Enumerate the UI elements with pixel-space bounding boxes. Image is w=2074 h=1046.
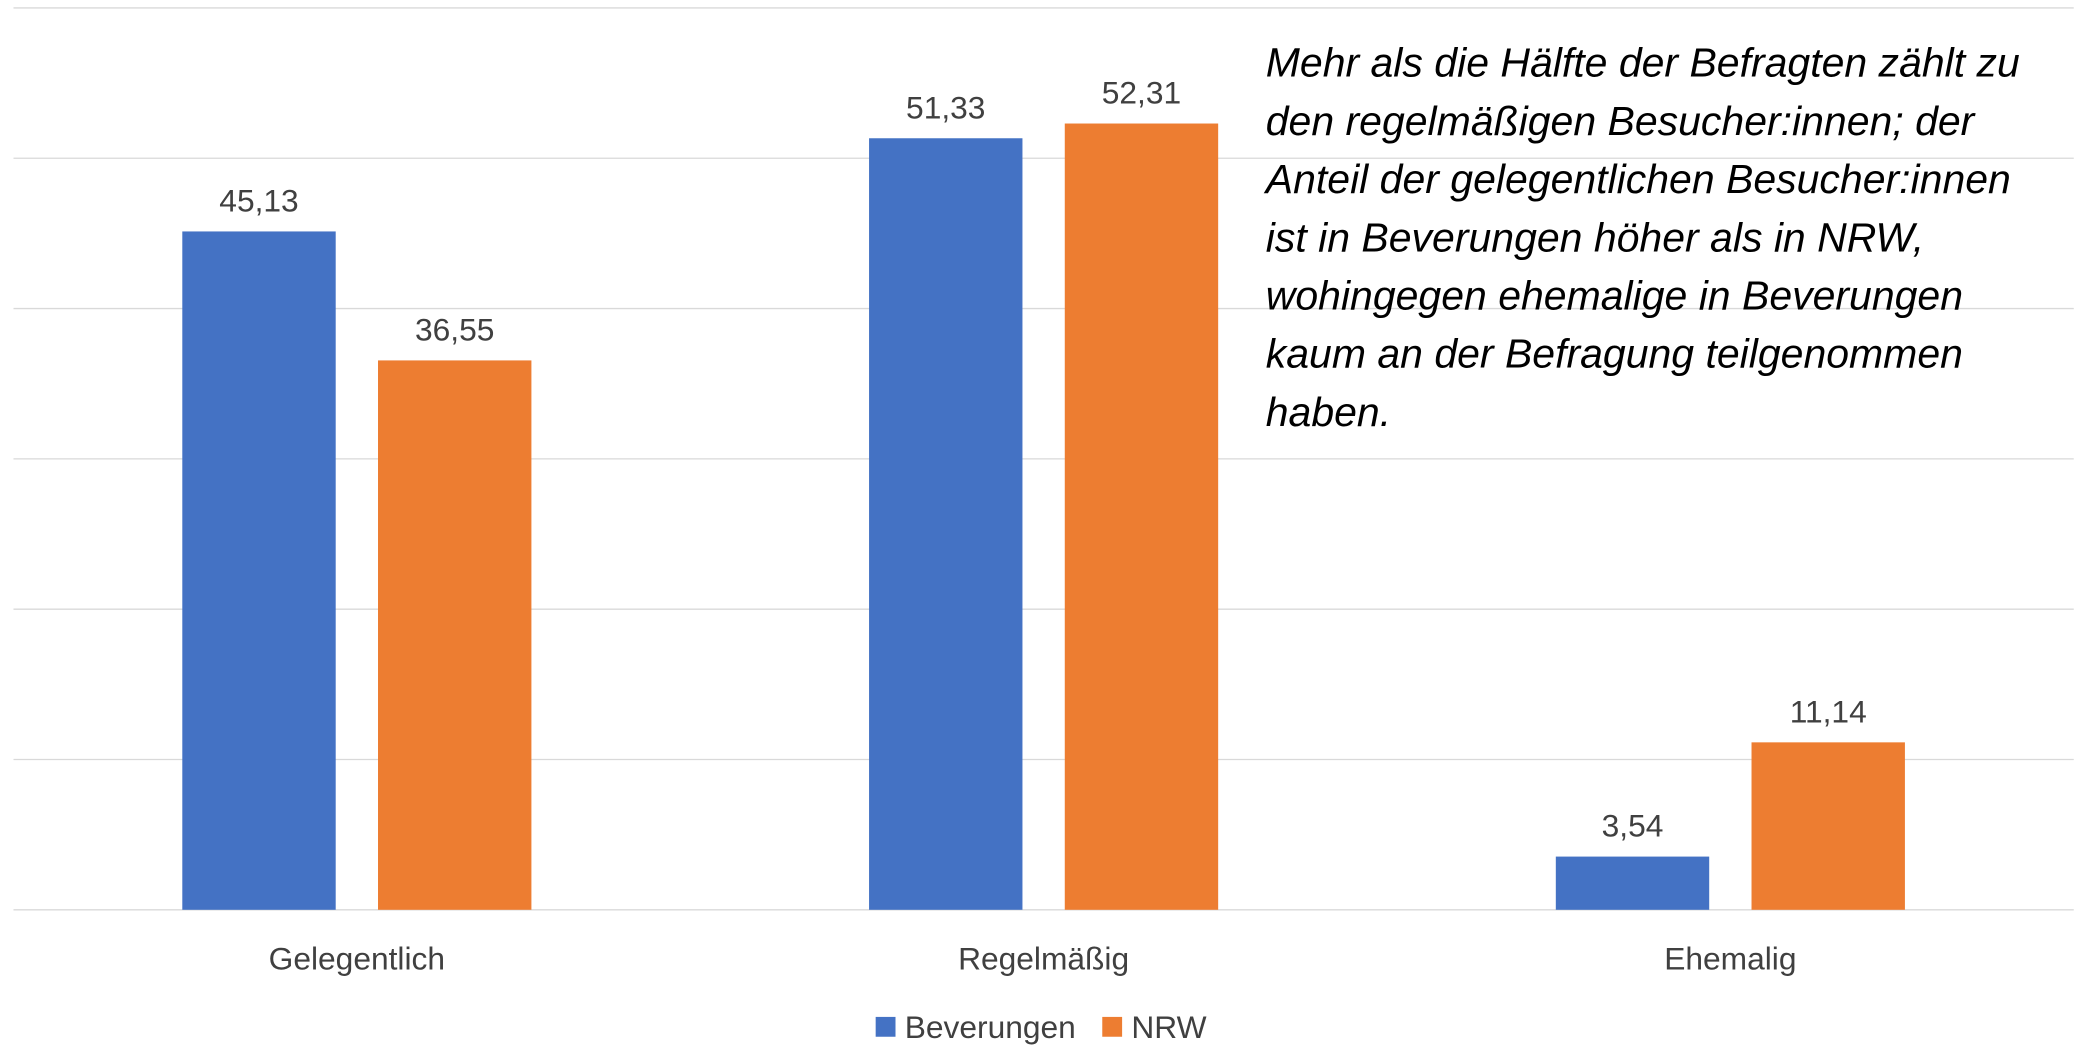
annotation: den regelmäßigen Besucher:innen; der bbox=[1266, 98, 1977, 144]
data-label: 51,33 bbox=[906, 89, 985, 125]
bar bbox=[378, 360, 532, 910]
bar bbox=[182, 231, 336, 910]
x-tick-label: Gelegentlich bbox=[269, 940, 445, 976]
annotation: kaum an der Befragung teilgenommen bbox=[1266, 331, 1963, 377]
x-tick-label: Ehemalig bbox=[1664, 940, 1796, 976]
annotation: haben. bbox=[1266, 389, 1391, 435]
annotation: wohingegen ehemalige in Beverungen bbox=[1266, 272, 1963, 318]
legend-swatch bbox=[1102, 1016, 1123, 1037]
legend-label: NRW bbox=[1131, 1009, 1206, 1045]
data-label: 52,31 bbox=[1102, 75, 1181, 111]
legend-label: Beverungen bbox=[905, 1009, 1076, 1045]
bar bbox=[1064, 123, 1219, 910]
legend-swatch bbox=[875, 1016, 896, 1037]
data-label: 36,55 bbox=[415, 312, 494, 348]
bar bbox=[869, 138, 1023, 910]
bar bbox=[1751, 742, 1905, 910]
bar bbox=[1555, 856, 1710, 910]
data-label: 45,13 bbox=[219, 183, 298, 219]
data-label: 3,54 bbox=[1602, 808, 1664, 844]
x-tick-label: Regelmäßig bbox=[958, 940, 1129, 976]
data-label: 11,14 bbox=[1790, 694, 1867, 730]
annotation: Mehr als die Hälfte der Befragten zählt … bbox=[1266, 40, 2020, 86]
annotation: ist in Beverungen höher als in NRW, bbox=[1266, 214, 1924, 260]
annotation: Anteil der gelegentlichen Besucher:innen bbox=[1263, 156, 2011, 202]
